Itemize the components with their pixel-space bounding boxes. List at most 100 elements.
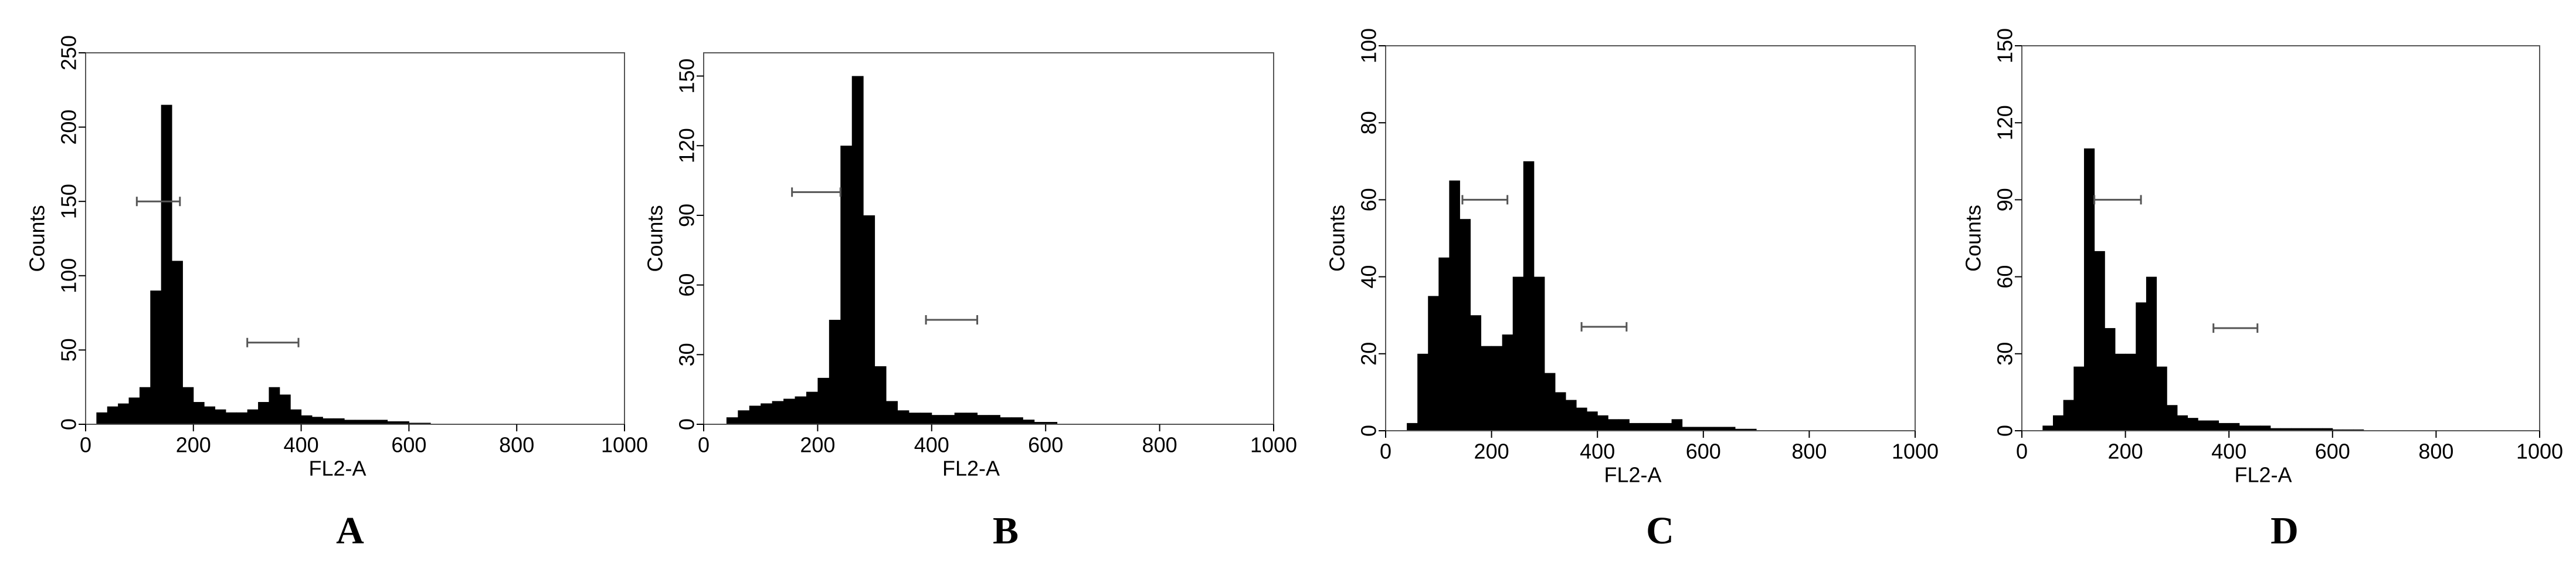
x-tick-label: 0	[698, 433, 710, 457]
gate-marker	[2093, 195, 2142, 205]
histogram-bar	[1428, 296, 1439, 431]
histogram-bar	[1023, 420, 1035, 424]
x-axis-label: FL2-A	[2234, 463, 2292, 487]
histogram-bar	[236, 412, 248, 424]
histogram-bar	[1713, 427, 1725, 431]
plot-frame	[2021, 45, 2540, 431]
histogram-bar	[150, 290, 162, 424]
x-tick-label: 1000	[1250, 433, 1297, 457]
histogram-bar	[943, 415, 955, 424]
histogram-bar	[118, 403, 130, 424]
x-tick-label: 200	[2108, 440, 2143, 464]
plot-frame	[1385, 45, 1916, 431]
gate-marker	[1580, 322, 1628, 332]
histogram-bar	[966, 413, 978, 424]
histogram-bar	[2239, 425, 2251, 431]
x-tick-label: 1000	[601, 433, 648, 457]
y-tick-label: 40	[1357, 265, 1381, 289]
histogram-bar	[761, 403, 773, 424]
gate-marker	[791, 187, 841, 197]
histogram-bar	[1502, 335, 1513, 431]
histogram-bar	[1523, 161, 1535, 431]
histogram-bar	[795, 396, 807, 424]
histogram-bar	[301, 415, 313, 424]
histogram-bar	[1460, 219, 1471, 431]
histogram-bar	[2167, 405, 2178, 431]
histogram-bar	[2083, 148, 2095, 431]
histogram-bar	[1438, 257, 1450, 431]
histogram-bar	[2073, 366, 2085, 431]
histogram-bar	[2063, 400, 2074, 431]
histogram-bar	[2052, 415, 2064, 431]
y-tick-label: 150	[675, 59, 699, 94]
histogram-bar	[323, 418, 334, 424]
histogram-bar	[1608, 419, 1619, 431]
panel-label: C	[1646, 509, 1674, 552]
gate-marker	[246, 337, 300, 347]
histogram-bar	[128, 397, 140, 424]
histogram-bar	[1449, 180, 1460, 431]
histogram-bar	[1491, 346, 1503, 431]
y-tick-label: 90	[675, 204, 699, 227]
histogram-bar	[2353, 429, 2364, 431]
histogram-bar	[2136, 302, 2147, 431]
histogram-bar	[2187, 418, 2198, 431]
y-tick-label: 90	[1993, 188, 2017, 211]
y-tick-label: 0	[1993, 425, 2017, 437]
y-tick-label: 250	[57, 35, 81, 70]
histogram-bar	[290, 409, 302, 424]
histogram-bar	[1735, 428, 1746, 431]
histogram-bar	[2301, 428, 2312, 431]
y-axis-label: Counts	[1961, 205, 1986, 272]
histogram-bar	[1407, 423, 1418, 431]
x-tick-label: 200	[800, 433, 835, 457]
x-tick-label: 200	[176, 433, 211, 457]
y-tick-label: 60	[1357, 188, 1381, 211]
x-tick-label: 800	[1142, 433, 1177, 457]
x-tick-label: 600	[1686, 440, 1721, 464]
histogram-bar	[2260, 425, 2271, 431]
histogram-bar	[1629, 423, 1640, 431]
x-tick-label: 400	[1580, 440, 1615, 464]
histogram-bar	[1555, 392, 1566, 431]
x-tick-label: 600	[1028, 433, 1063, 457]
histogram-bar	[874, 366, 887, 424]
histogram-bar	[840, 146, 853, 424]
histogram-bar	[1724, 427, 1736, 431]
histogram-bar	[1703, 427, 1715, 431]
x-tick-label: 800	[2418, 440, 2453, 464]
histogram-bar	[2146, 276, 2157, 431]
panel-label: B	[993, 509, 1019, 552]
x-tick-label: 0	[1380, 440, 1391, 464]
histogram-bar	[1746, 428, 1757, 431]
histogram-bar	[2332, 429, 2343, 431]
histogram-bar	[2042, 425, 2054, 431]
histogram-bar	[96, 412, 108, 424]
histogram-bar	[829, 319, 841, 424]
histogram-bar	[1544, 373, 1556, 431]
y-tick-label: 100	[57, 258, 81, 293]
histogram-bar	[2105, 328, 2116, 431]
y-tick-label: 60	[675, 273, 699, 297]
histogram-bar	[355, 420, 366, 424]
histogram-bar	[1417, 353, 1428, 431]
y-tick-label: 120	[1993, 105, 2017, 140]
histogram-bar	[387, 421, 399, 424]
histogram-bar	[2198, 420, 2209, 431]
histogram-bar	[989, 415, 1000, 424]
histogram-bar	[1566, 400, 1577, 431]
histogram-bar	[817, 377, 830, 424]
histogram-bar	[863, 215, 875, 424]
x-axis-label: FL2-A	[942, 457, 1000, 481]
x-tick-label: 400	[2211, 440, 2246, 464]
histogram-bar	[193, 402, 205, 424]
histogram-bar	[409, 423, 420, 424]
histogram-bar	[1481, 346, 1492, 431]
y-tick-label: 0	[675, 418, 699, 430]
histogram-bar	[1046, 422, 1058, 424]
y-tick-label: 0	[1357, 425, 1381, 437]
y-tick-label: 30	[675, 343, 699, 366]
histogram-bar	[247, 409, 259, 424]
